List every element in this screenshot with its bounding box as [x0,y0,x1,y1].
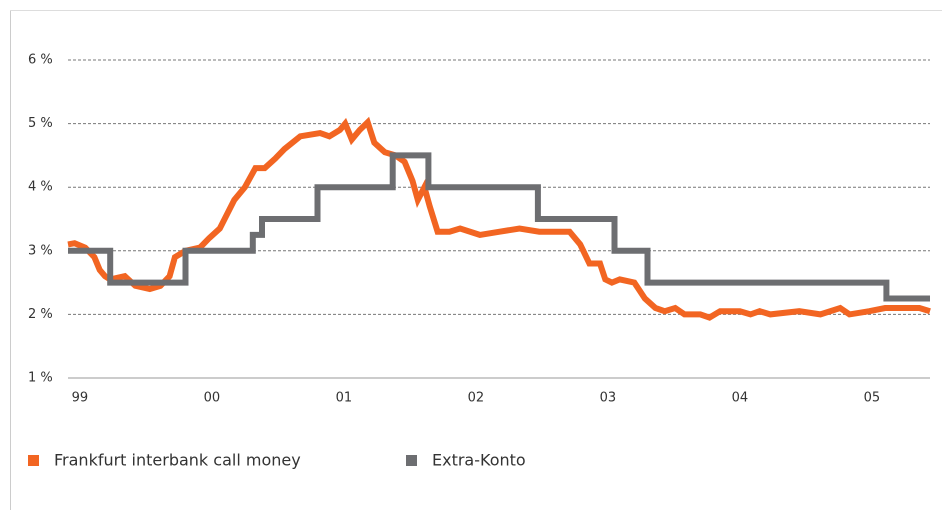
y-tick-label: 1 % [28,371,53,386]
x-tick-label: 99 [72,391,89,406]
x-tick-label: 03 [600,391,617,406]
series-line [68,152,930,302]
legend-swatch [406,455,417,466]
y-tick-label: 4 % [28,180,53,195]
legend-swatch [28,455,39,466]
legend-label: Extra-Konto [432,451,526,470]
legend: Frankfurt interbank call money Extra-Kont… [28,451,526,470]
x-tick-label: 05 [864,391,881,406]
y-tick-label: 3 % [28,243,53,258]
x-tick-label: 02 [468,391,485,406]
y-tick-label: 5 % [28,116,53,131]
x-tick-label: 01 [336,391,353,406]
series-line [67,116,931,321]
legend-label: Frankfurt interbank call money [54,451,301,470]
y-tick-label: 6 % [28,53,53,68]
y-tick-label: 2 % [28,307,53,322]
x-tick-label: 04 [732,391,749,406]
x-tick-label: 00 [204,391,221,406]
